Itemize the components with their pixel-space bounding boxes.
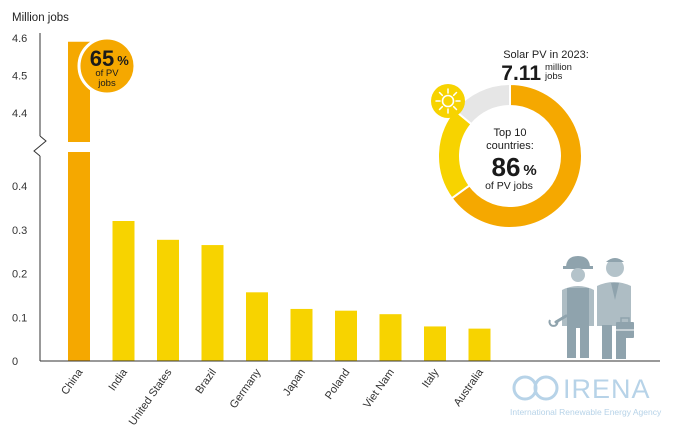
badge-line2: jobs bbox=[97, 78, 116, 89]
donut-center-line3: of PV jobs bbox=[485, 180, 533, 192]
donut-center-value: 86 bbox=[492, 152, 521, 182]
irena-logo: IRENA International Renewable Energy Age… bbox=[510, 374, 662, 417]
badge-unit: % bbox=[117, 53, 129, 68]
category-label: Viet Nam bbox=[361, 367, 397, 411]
irena-logo-mark bbox=[512, 375, 559, 401]
bar-japan bbox=[290, 308, 313, 361]
y-axis-title: Million jobs bbox=[12, 12, 69, 24]
category-label: Italy bbox=[420, 366, 442, 390]
y-tick-label: 4.5 bbox=[12, 71, 27, 83]
y-ticks: 0 0.1 0.2 0.3 0.4 4.4 4.5 4.6 bbox=[12, 33, 27, 368]
y-tick-label: 0.3 bbox=[12, 225, 27, 237]
y-tick-label: 0 bbox=[12, 356, 18, 368]
category-label: Germany bbox=[228, 366, 264, 410]
china-share-badge: 65 % of PV jobs bbox=[77, 36, 137, 96]
badge-value: 65 bbox=[90, 46, 114, 71]
category-label: United States bbox=[127, 366, 175, 427]
share-donut bbox=[437, 82, 583, 229]
category-label: Japan bbox=[281, 367, 308, 398]
bar-china bbox=[68, 41, 90, 361]
donut-total-unit-1: million bbox=[545, 62, 572, 73]
donut-center-line2: countries: bbox=[486, 140, 534, 152]
category-label: China bbox=[59, 366, 86, 397]
bar-united-states bbox=[157, 239, 179, 361]
workers-icon bbox=[548, 256, 634, 359]
donut-center-unit: % bbox=[523, 162, 536, 179]
donut-total-value: 7.11 bbox=[501, 62, 541, 85]
bar-australia bbox=[468, 328, 491, 361]
axis-break-zigzag bbox=[33, 135, 47, 157]
donut-total-unit-2: jobs bbox=[544, 71, 563, 82]
axes-group: Million jobs bbox=[12, 12, 660, 362]
bar-brazil bbox=[201, 245, 224, 361]
bar-viet-nam bbox=[379, 314, 402, 361]
logo-subtitle: International Renewable Energy Agency bbox=[510, 407, 662, 417]
category-label: Australia bbox=[452, 366, 487, 409]
donut-header: Solar PV in 2023: bbox=[503, 49, 589, 61]
donut-labels: Solar PV in 2023: 7.11 million jobs Top … bbox=[485, 49, 589, 192]
badge-circle bbox=[77, 36, 137, 96]
bar-india bbox=[112, 221, 135, 361]
badge-line1: of PV bbox=[95, 68, 119, 79]
y-tick-label: 0.1 bbox=[12, 312, 27, 324]
category-label: Brazil bbox=[193, 367, 219, 396]
donut-hole bbox=[460, 106, 560, 206]
bars-group bbox=[38, 41, 491, 361]
logo-name: IRENA bbox=[563, 374, 651, 404]
bar-germany bbox=[246, 292, 268, 361]
y-tick-label: 0.4 bbox=[12, 181, 27, 193]
axis-break-gap bbox=[38, 142, 94, 152]
y-tick-label: 0.2 bbox=[12, 269, 27, 281]
category-label: India bbox=[106, 366, 130, 393]
donut-center-line1: Top 10 bbox=[493, 127, 526, 139]
category-label: Poland bbox=[323, 367, 352, 402]
sun-icon bbox=[431, 84, 465, 118]
bar-poland bbox=[335, 310, 357, 361]
y-tick-label: 4.4 bbox=[12, 108, 27, 120]
bar-italy bbox=[424, 326, 446, 361]
y-tick-label: 4.6 bbox=[12, 33, 27, 45]
